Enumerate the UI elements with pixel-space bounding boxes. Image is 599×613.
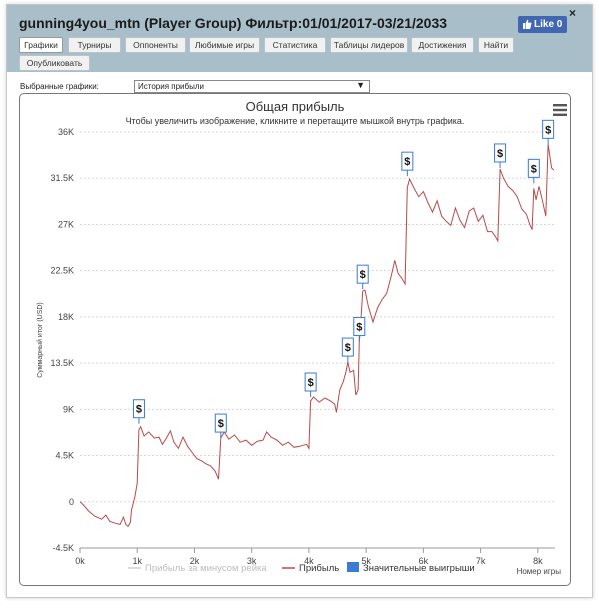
- big-win-marker-label: $: [356, 322, 362, 334]
- x-tick-label: 8k: [533, 556, 543, 566]
- y-tick-label: 9K: [63, 404, 74, 414]
- facebook-like-button[interactable]: Like 0: [518, 16, 567, 33]
- big-win-marker-label: $: [308, 377, 314, 389]
- tab-favorite-games[interactable]: Любимые игры: [189, 37, 260, 53]
- tab-publish[interactable]: Опубликовать: [19, 55, 90, 71]
- chart-selector-label: Выбранные графики:: [20, 82, 99, 91]
- chart-title: Общая прибыль: [245, 99, 345, 114]
- big-win-marker-label: $: [218, 418, 224, 430]
- y-tick-label: 13.5K: [50, 358, 74, 368]
- x-tick-label: 7k: [476, 556, 486, 566]
- x-axis-title: Номер игры: [517, 567, 562, 576]
- big-win-marker: [494, 143, 507, 163]
- y-tick-label: 18K: [58, 312, 74, 322]
- tab-opponents[interactable]: Оппоненты: [125, 37, 186, 53]
- y-tick-label: 36K: [58, 127, 74, 137]
- window-header: gunning4you_mtn (Player Group) Фильтр:01…: [7, 5, 592, 72]
- big-win-marker: [542, 119, 555, 139]
- window-title: gunning4you_mtn (Player Group) Фильтр:01…: [19, 15, 448, 31]
- y-tick-label: 27K: [58, 219, 74, 229]
- big-win-marker-label: $: [545, 124, 551, 136]
- y-tick-label: 4.5K: [55, 451, 74, 461]
- big-win-marker: [353, 317, 366, 337]
- like-label: Like 0: [534, 19, 563, 30]
- big-win-marker-label: $: [136, 404, 142, 416]
- chart-subtitle: Чтобы увеличить изображение, кликните и …: [125, 116, 465, 126]
- big-win-marker-label: $: [345, 342, 351, 354]
- tab-statistics[interactable]: Статистика: [264, 37, 326, 53]
- chart-menu-icon[interactable]: [553, 104, 567, 116]
- legend-profit-label: Прибыль: [299, 563, 339, 574]
- y-tick-label: 0: [69, 497, 74, 507]
- tab-achievements[interactable]: Достижения: [411, 37, 474, 53]
- x-tick-label: 1k: [132, 556, 142, 566]
- dropdown-arrow-icon: ▼: [356, 80, 365, 90]
- big-win-marker: [304, 372, 317, 392]
- legend-net-rake-label: Прибыль за минусом рейка: [145, 563, 267, 574]
- x-tick-label: 2k: [190, 556, 200, 566]
- x-tick-label: 3k: [247, 556, 257, 566]
- big-win-marker-label: $: [360, 269, 366, 281]
- y-tick-label: -4.5K: [52, 543, 74, 553]
- tab-leaderboards[interactable]: Таблицы лидеров: [330, 37, 408, 53]
- x-tick-label: 5k: [361, 556, 371, 566]
- chart-panel[interactable]: 36K 31.5K 27K 22.5K 18K 13.5K 9K 4.5K 0 -4.5K 0k 1k…: [19, 93, 571, 586]
- big-win-marker: [401, 151, 414, 171]
- tab-charts[interactable]: Графики: [19, 37, 63, 53]
- big-win-marker-label: $: [497, 148, 503, 160]
- thumbs-up-icon: [523, 19, 532, 29]
- big-win-marker: [132, 399, 145, 419]
- x-tick-label: 0k: [75, 556, 85, 566]
- big-win-marker-label: $: [531, 163, 537, 175]
- y-tick-label: 31.5K: [50, 173, 74, 183]
- close-icon[interactable]: ×: [569, 6, 577, 20]
- y-tick-label: 22.5K: [50, 266, 74, 276]
- chart-selector-value: История прибыли: [138, 82, 204, 91]
- big-win-marker: [527, 158, 540, 178]
- chart-selector-dropdown[interactable]: История прибыли ▼: [134, 80, 370, 93]
- player-stats-window: gunning4you_mtn (Player Group) Фильтр:01…: [6, 4, 593, 598]
- big-win-marker: [214, 413, 227, 433]
- big-win-marker: [341, 337, 354, 357]
- big-win-marker-label: $: [404, 156, 410, 168]
- profit-series-line: [79, 144, 555, 528]
- y-axis-title: Суммарный итог (USD): [36, 302, 44, 378]
- legend-big-wins-swatch: [347, 562, 359, 572]
- legend-big-wins-label: Значительные выигрыши: [363, 563, 475, 574]
- x-tick-label: 4k: [304, 556, 314, 566]
- tab-find[interactable]: Найти: [478, 37, 514, 53]
- big-win-marker: [356, 264, 369, 284]
- x-tick-label: 6k: [419, 556, 429, 566]
- tab-tournaments[interactable]: Турниры: [68, 37, 121, 53]
